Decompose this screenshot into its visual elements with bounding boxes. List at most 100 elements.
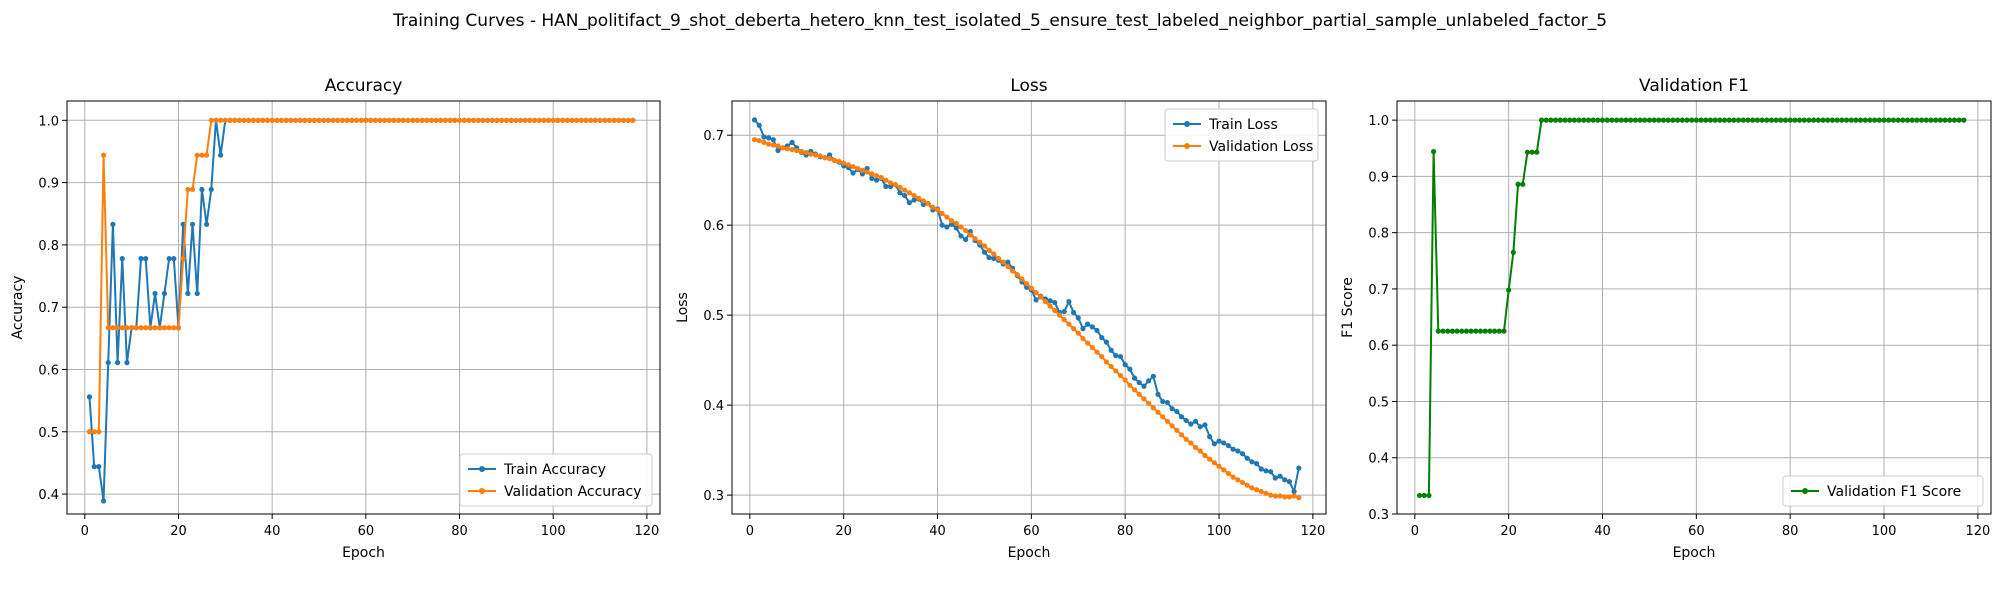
data-point [995,255,1002,262]
data-point [1876,117,1882,123]
data-point [1263,490,1269,496]
chart-title: Accuracy [325,76,403,96]
x-tick-label: 20 [835,524,852,539]
data-point [1660,117,1667,123]
data-point [185,290,191,297]
data-point [991,255,997,262]
data-point [1070,309,1077,316]
data-point [91,429,97,435]
plot-frame [731,100,1327,515]
data-point [1435,328,1441,334]
data-point [86,394,93,400]
data-point [1216,463,1222,469]
data-point [1956,117,1962,123]
data-point [105,325,111,331]
data-point [1928,117,1934,123]
data-point [1000,259,1006,265]
data-point [297,117,303,123]
data-point [756,122,762,128]
data-point [1131,375,1138,381]
data-point [1726,117,1732,123]
chart-panel-2: 0 20 40 60 80 100 120 0.3 0.4 0.5 0.6 0.7 Loss Epoch L… [675,76,1327,561]
data-point [1445,328,1451,334]
data-point [761,139,767,145]
data-point [569,117,575,123]
x-axis-label: Epoch [342,545,385,561]
data-point [602,117,608,123]
data-point [480,117,486,123]
data-point [784,146,790,152]
data-point [606,117,613,123]
data-point [1829,117,1836,123]
data-point [916,195,922,201]
data-point [1759,117,1765,123]
data-point [1197,448,1203,454]
data-point [203,221,210,227]
data-point [1637,117,1643,123]
data-point [541,117,547,123]
data-point [1244,455,1250,461]
data-point [428,117,435,123]
data-point [1698,117,1704,123]
data-point [1042,299,1049,305]
data-point [1277,493,1283,499]
data-point [1449,328,1455,334]
data-point [185,186,191,193]
data-point [1253,487,1260,493]
data-point [1141,396,1147,402]
y-tick-label: 0.3 [703,489,724,504]
x-axis-label: Epoch [1008,545,1051,561]
data-point [780,145,786,151]
y-tick-label: 1.0 [1368,114,1389,129]
data-point [442,117,449,123]
data-point [1033,297,1039,303]
chart-panel-1: 0 20 40 60 80 100 120 0.4 0.5 0.6 0.7 0.8 0.9 1.0 Accu… [10,76,661,561]
data-point [616,117,622,123]
data-point [1183,417,1189,424]
data-point [883,177,889,183]
data-point [269,117,275,123]
data-point [129,325,135,331]
data-point [456,117,463,123]
data-point [939,210,945,217]
data-point [311,117,317,123]
data-point [902,192,908,199]
y-tick-label: 0.6 [703,219,724,234]
data-point [1216,438,1222,444]
data-point [555,117,561,123]
data-point [1515,181,1521,187]
legend-box [1164,108,1319,162]
legend-swatch-marker [1184,121,1190,127]
data-point [1454,328,1460,334]
data-point [812,152,819,158]
chart-panel-3: 0 20 40 60 80 100 120 0.3 0.4 0.5 0.6 0.7 0.8 0.9 1.0 V… [1340,76,1992,561]
data-point [1136,391,1142,397]
data-point [1230,446,1236,452]
data-point [1689,117,1695,123]
data-point [1009,268,1016,274]
data-point [859,167,866,173]
data-point [1066,299,1072,305]
data-point [550,117,556,123]
data-point [1510,249,1516,255]
data-point [1670,117,1676,123]
data-point [307,117,313,123]
data-point [592,117,598,123]
chart-title: Validation F1 [1639,76,1749,96]
data-point [236,117,242,123]
y-tick-label: 0.5 [703,309,724,324]
data-point [1585,117,1592,123]
data-point [86,429,93,435]
data-point [1815,117,1821,123]
data-point [1211,441,1217,447]
data-point [1188,421,1194,427]
data-point [1286,494,1292,500]
data-point [513,117,519,123]
x-tick-label: 40 [929,524,946,539]
data-point [1085,340,1091,346]
data-point [1839,117,1845,123]
data-point [1146,378,1152,384]
data-point [470,117,477,123]
data-point [208,186,214,193]
